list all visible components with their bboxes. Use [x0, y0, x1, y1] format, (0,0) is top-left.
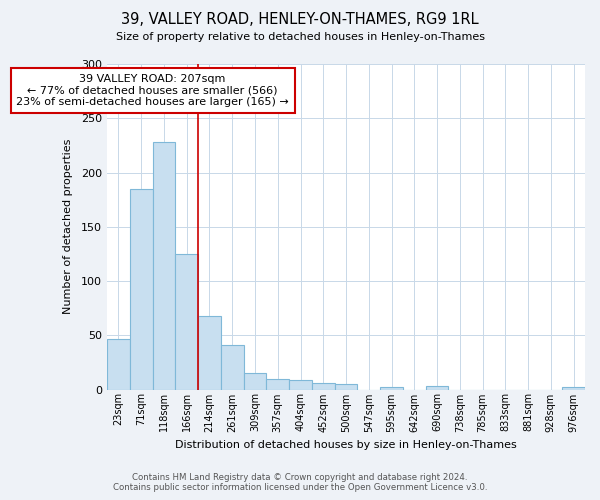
Text: 39, VALLEY ROAD, HENLEY-ON-THAMES, RG9 1RL: 39, VALLEY ROAD, HENLEY-ON-THAMES, RG9 1…	[121, 12, 479, 28]
Bar	[425, 386, 448, 390]
Bar	[244, 373, 266, 390]
X-axis label: Distribution of detached houses by size in Henley-on-Thames: Distribution of detached houses by size …	[175, 440, 517, 450]
Bar	[335, 384, 358, 390]
Bar	[175, 254, 198, 390]
Text: 39 VALLEY ROAD: 207sqm
← 77% of detached houses are smaller (566)
23% of semi-de: 39 VALLEY ROAD: 207sqm ← 77% of detached…	[16, 74, 289, 107]
Bar	[152, 142, 175, 390]
Bar	[107, 338, 130, 390]
Y-axis label: Number of detached properties: Number of detached properties	[63, 139, 73, 314]
Bar	[198, 316, 221, 390]
Bar	[130, 189, 152, 390]
Bar	[562, 388, 585, 390]
Bar	[289, 380, 312, 390]
Bar	[221, 345, 244, 390]
Bar	[380, 388, 403, 390]
Bar	[312, 383, 335, 390]
Text: Size of property relative to detached houses in Henley-on-Thames: Size of property relative to detached ho…	[115, 32, 485, 42]
Text: Contains HM Land Registry data © Crown copyright and database right 2024.
Contai: Contains HM Land Registry data © Crown c…	[113, 473, 487, 492]
Bar	[266, 378, 289, 390]
